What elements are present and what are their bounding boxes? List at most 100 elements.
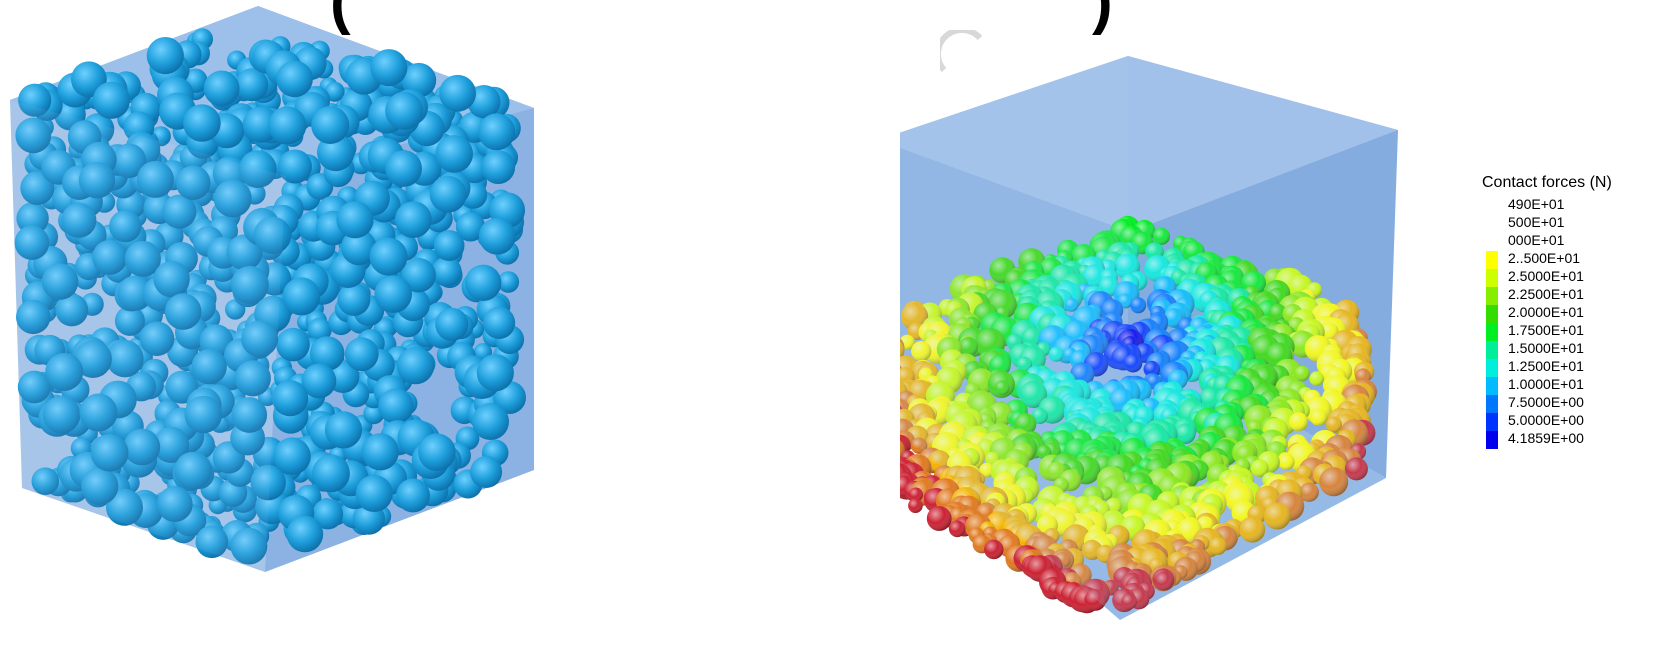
sphere — [344, 337, 379, 372]
sphere — [478, 217, 516, 255]
sphere — [355, 475, 393, 512]
sphere — [1016, 356, 1033, 373]
sphere — [309, 336, 345, 371]
sphere — [241, 320, 278, 358]
sphere — [385, 150, 422, 187]
legend-swatch — [1486, 431, 1498, 449]
caption-close-paren: ) — [1092, 0, 1113, 36]
sphere — [1319, 467, 1349, 497]
sphere — [78, 162, 116, 199]
legend-entry: 1.7500E+01 — [1482, 320, 1672, 341]
legend-label: 000E+01 — [1508, 232, 1565, 248]
legend-entry: 2..500E+01 — [1482, 248, 1672, 269]
legend-label: 490E+01 — [1508, 196, 1565, 212]
sphere — [341, 229, 377, 266]
sphere — [435, 307, 469, 341]
legend-swatch — [1486, 341, 1498, 359]
sphere — [1294, 365, 1310, 382]
sphere — [1048, 346, 1064, 362]
sphere — [111, 143, 147, 178]
sphere — [92, 239, 128, 275]
sphere — [250, 464, 286, 501]
sphere — [139, 321, 175, 357]
sphere — [374, 275, 413, 314]
legend-swatch — [1486, 413, 1498, 431]
sphere — [234, 360, 271, 397]
cube-front-left-overlay — [10, 100, 286, 572]
sphere — [994, 380, 1010, 396]
sphere — [276, 60, 313, 98]
sphere — [174, 451, 213, 490]
caption-open-paren: ( — [330, 0, 351, 36]
sphere — [312, 454, 350, 493]
sphere — [282, 277, 321, 316]
contact-forces-legend: Contact forces (N) 490E+01 500E+01 000E+01… — [1482, 174, 1673, 474]
sphere — [301, 363, 337, 399]
sphere — [45, 353, 84, 391]
sphere — [1130, 297, 1147, 314]
sphere — [497, 271, 520, 293]
sphere — [230, 265, 269, 304]
sphere — [1289, 412, 1308, 432]
sphere — [31, 467, 60, 496]
sphere — [984, 539, 1004, 560]
sphere — [481, 150, 516, 185]
sphere — [41, 263, 79, 300]
legend-entry: 1.0000E+01 — [1482, 374, 1672, 395]
sphere — [1143, 360, 1161, 378]
sphere — [401, 257, 436, 293]
sphere — [276, 327, 310, 362]
legend-swatch — [1486, 251, 1498, 269]
sphere — [476, 354, 514, 392]
sphere — [1019, 380, 1047, 409]
sphere — [370, 49, 408, 87]
sphere — [16, 202, 49, 235]
sphere — [90, 434, 129, 472]
sphere — [1299, 482, 1319, 502]
sphere — [55, 293, 89, 327]
sphere — [123, 428, 161, 466]
sphere — [164, 293, 202, 330]
sphere — [1325, 416, 1342, 433]
sphere — [396, 478, 430, 513]
sphere — [1208, 537, 1227, 555]
sphere — [238, 150, 277, 189]
sphere — [435, 135, 474, 173]
sphere — [1250, 459, 1269, 478]
sphere — [1154, 571, 1174, 591]
sphere — [361, 433, 399, 471]
sphere — [958, 337, 979, 357]
legend-swatch — [1486, 359, 1498, 377]
legend-label: 4.1859E+00 — [1508, 430, 1584, 446]
legend-entry: 2.5000E+01 — [1482, 266, 1672, 287]
sphere — [92, 81, 130, 119]
sphere — [396, 346, 435, 385]
legend-label: 1.2500E+01 — [1508, 358, 1584, 374]
legend-label: 2..500E+01 — [1508, 250, 1581, 266]
sphere — [948, 520, 966, 538]
sphere — [231, 397, 268, 433]
legend-entry: 2.0000E+01 — [1482, 302, 1672, 323]
sphere — [175, 165, 211, 200]
sphere — [14, 225, 50, 260]
legend-entry: 500E+01 — [1482, 212, 1672, 231]
spheres-group — [900, 215, 1377, 614]
sphere — [195, 525, 229, 559]
sphere — [324, 81, 345, 102]
legend-entry: 000E+01 — [1482, 230, 1672, 249]
sphere — [336, 201, 374, 239]
sphere — [183, 104, 221, 142]
sphere — [369, 237, 408, 276]
sphere — [117, 275, 153, 311]
legend-swatch — [1486, 323, 1498, 341]
sphere — [911, 341, 932, 362]
legend-label: 1.5000E+01 — [1508, 340, 1584, 356]
sphere — [81, 467, 119, 505]
sphere — [15, 117, 52, 154]
sphere — [1123, 353, 1143, 373]
logo-watermark-fragment — [940, 30, 983, 72]
sphere — [1064, 297, 1079, 312]
legend-label: 5.0000E+00 — [1508, 412, 1584, 428]
legend-entry: 2.2500E+01 — [1482, 284, 1672, 305]
sphere — [153, 426, 190, 463]
